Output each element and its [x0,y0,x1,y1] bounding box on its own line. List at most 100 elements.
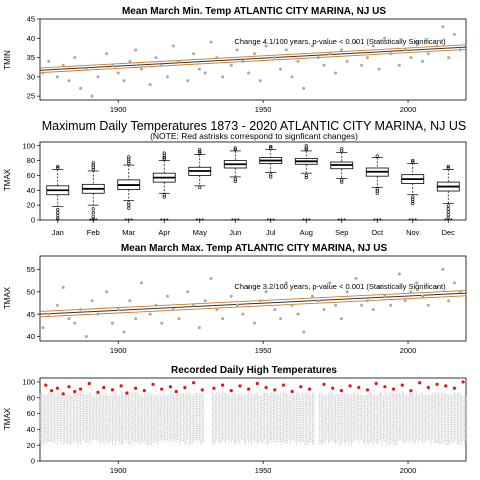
panel1-data-point [229,63,233,67]
panel2-outlier-point [127,161,131,166]
panel1-data-point [197,67,201,71]
panel3-ytick-label: 40 [27,332,35,341]
panel4-record-high-point [151,382,155,386]
panel2-outlier-point [375,154,379,158]
panel3-title: Mean March Max. Temp ATLANTIC CITY MARIN… [121,243,388,254]
panel2-ytick-label: 40 [27,186,35,195]
panel1-ytick-label: 45 [27,15,35,24]
panel1-data-point [354,40,358,44]
panel4-record-high-point [168,385,173,389]
panel1-data-point [247,71,251,75]
panel1-data-point [192,52,196,56]
panel2-outlier-point [198,147,202,152]
panel1-data-point [215,56,219,60]
panel4-record-high-point [339,389,343,393]
panel2-significance-marker: *** [160,216,169,225]
panel2-outlier-point [162,156,166,160]
panel4-record-high-point [44,383,48,387]
panel2-outlier-point [127,157,131,161]
panel1-data-point [258,79,262,83]
panel3-data-point [134,317,138,321]
panel1-ytick-label: 30 [27,72,35,81]
panel1-frame [39,18,467,101]
panel2-significance-marker: *** [124,216,133,225]
panel3-data-point [154,303,158,307]
panel1-plot: 25 30 35 40 45 1900 1950 2000 [27,15,467,114]
panel2-outlier-point [233,179,237,183]
panel1-data-point [209,40,213,44]
panel3-data-point [458,290,462,294]
panel2-outlier-point [198,151,202,155]
panel2-outlier-point [91,165,95,169]
panel4-record-high-point [183,385,187,390]
panel1-data-point [426,52,430,56]
panel3-data-point [105,290,109,294]
panel3-data-point [209,276,213,280]
panel2-outlier-point [411,202,415,206]
panel3-data-point [316,299,320,303]
panel2-outlier-point [304,146,308,150]
panel2-outlier-point [446,216,450,220]
panel2-subtitle: (NOTE: Red astrisks correspond to signfi… [150,131,358,141]
panel1-title: Mean March Min. Temp ATLANTIC CITY MARIN… [122,6,386,17]
panel3-data-point [421,294,425,298]
panel4-record-high-point [426,385,430,390]
panel1-xtick-label: 2000 [400,105,417,114]
panel4-record-high-point [400,383,404,387]
panel2-outlier-point [411,195,415,199]
panel2-significance-marker: *** [89,216,98,225]
panel3-data-point [235,303,239,307]
panel1-data-point [61,63,65,67]
panel4-record-high-point [87,381,91,386]
panel4-record-high-point [61,392,65,396]
panel3-data-point [339,317,343,321]
panel2-outlier-point [233,177,237,181]
panel1-data-point [90,94,94,98]
panel2-outlier-point [127,155,131,159]
panel2-outlier-point [91,163,95,167]
panel4-record-high-point [299,385,303,389]
panel4-ylabel: TMAX [3,407,12,430]
panel3-data-point [61,285,65,289]
panel4-ytick-label: 0 [31,457,35,466]
panel4-record-high-point [435,382,439,386]
panel4-plot: 0 20 40 60 80 100 1900 1950 2000 [22,378,467,475]
panel3-data-point [90,299,94,303]
panel4-ytick-label: 100 [22,378,35,387]
panel2-outlier-point [91,210,95,215]
panel1-data-point [73,56,77,60]
panel1-data-point [264,44,268,48]
panel4-record-high-point [322,382,326,386]
panel4-record-high-point [365,388,370,392]
panel2-outlier-point [269,144,273,149]
panel3-data-point [279,317,283,321]
panel4-record-high-point [307,387,312,391]
panel2-outlier-point [375,187,379,191]
panel1-data-point [84,67,88,71]
panel3-data-point [166,294,170,298]
panel3-frame [39,255,467,342]
panel1-data-point [160,63,164,67]
panel1-annotation: Change 4.1/100 years, p-value < 0.001 (S… [234,37,446,46]
panel2-outlier-point [411,199,415,204]
panel3-data-point [247,285,251,289]
panel1-data-point [203,71,207,75]
panel2-ytick-label: 0 [31,216,35,225]
panel1-data-point [389,52,393,56]
panel3-data-point [67,317,71,321]
panel3-confidence-band-line [39,289,467,312]
panel1-data-point [79,86,83,90]
panel1-data-point [421,59,425,63]
panel3-data-point [139,281,143,285]
panel1-ytick-label: 40 [27,34,35,43]
panel2-outlier-point [91,161,95,165]
panel4-record-high-point [247,387,251,391]
panel4-record-high-point [264,385,268,390]
panel1-data-point [339,48,343,52]
panel2-outlier-point [375,189,379,193]
panel4-record-high-point [255,381,259,386]
panel2-xtick-label: Mar [122,228,135,237]
panel3-data-point [258,299,262,303]
panel3-data-point [241,312,245,316]
